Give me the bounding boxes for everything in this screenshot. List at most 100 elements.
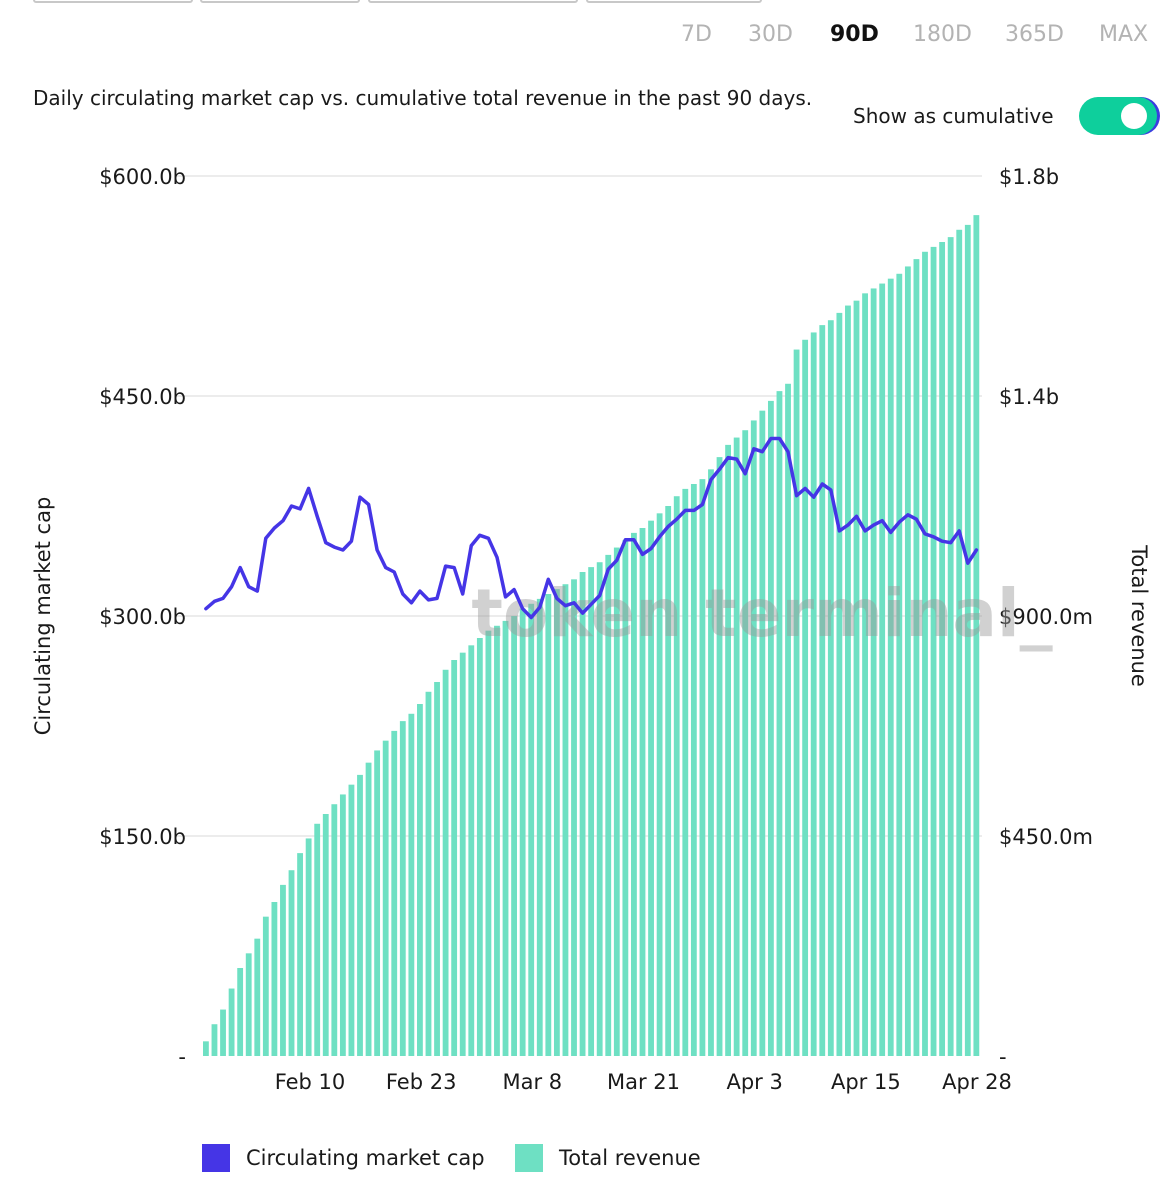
revenue-bar	[673, 496, 680, 1056]
legend-swatch-revenue	[515, 1144, 543, 1172]
x-tick-label: Apr 28	[942, 1070, 1012, 1094]
x-tick-label: Feb 10	[275, 1070, 346, 1094]
revenue-bar	[725, 444, 732, 1056]
x-tick-label: Mar 21	[607, 1070, 680, 1094]
top-tab-2[interactable]	[200, 0, 360, 3]
range-365d[interactable]: 365D	[1005, 22, 1064, 47]
revenue-bar	[459, 652, 466, 1056]
revenue-bar	[262, 916, 269, 1056]
revenue-bar	[528, 603, 535, 1056]
revenue-bar	[596, 562, 603, 1056]
revenue-bar	[519, 608, 526, 1056]
revenue-bar	[220, 1009, 226, 1056]
revenue-bar	[605, 554, 612, 1056]
revenue-bar	[562, 584, 569, 1056]
revenue-bar	[733, 437, 740, 1056]
revenue-bar	[802, 339, 809, 1056]
toggle-knob	[1121, 103, 1147, 129]
revenue-bar	[904, 266, 911, 1056]
revenue-bar	[930, 246, 937, 1056]
range-7d[interactable]: 7D	[681, 22, 712, 47]
revenue-bar	[887, 278, 894, 1057]
revenue-bar	[639, 528, 646, 1056]
revenue-bar	[425, 691, 432, 1056]
x-tick-label: Mar 8	[502, 1070, 562, 1094]
revenue-bar	[682, 488, 689, 1056]
market-cap-line	[204, 436, 979, 620]
revenue-bar	[399, 721, 406, 1056]
revenue-bar	[767, 400, 774, 1056]
revenue-bar	[305, 838, 312, 1056]
top-tab-3[interactable]	[368, 0, 578, 3]
revenue-bar	[776, 391, 783, 1057]
revenue-bar	[288, 870, 295, 1056]
revenue-bar	[511, 616, 517, 1056]
revenue-bar	[545, 594, 552, 1056]
revenue-bar	[862, 293, 868, 1056]
revenue-bar	[451, 660, 458, 1056]
revenue-bar	[613, 547, 620, 1056]
range-max[interactable]: MAX	[1099, 22, 1149, 47]
revenue-bar	[793, 349, 800, 1056]
revenue-bar	[665, 506, 672, 1056]
range-30d[interactable]: 30D	[748, 22, 793, 47]
watermark: token terminal_	[471, 575, 1052, 652]
revenue-bar	[716, 457, 723, 1057]
revenue-bar	[648, 520, 654, 1056]
revenue-bar	[939, 242, 946, 1056]
revenue-bar	[382, 740, 389, 1056]
revenue-bar	[476, 638, 483, 1056]
revenue-bar	[442, 669, 449, 1056]
revenue-bar	[571, 579, 577, 1056]
range-180d[interactable]: 180D	[913, 22, 972, 47]
y-right-tick-label: $1.8b	[999, 165, 1059, 189]
revenue-bar	[536, 598, 543, 1056]
y-left-axis-title: Circulating market cap	[31, 497, 55, 736]
range-90d[interactable]: 90D	[830, 22, 879, 47]
revenue-bar	[280, 884, 286, 1056]
revenue-bar	[690, 484, 697, 1056]
y-right-tick-label: $900.0m	[999, 605, 1093, 629]
revenue-bar	[631, 532, 637, 1056]
revenue-bar	[879, 283, 886, 1056]
revenue-bar	[322, 814, 329, 1056]
revenue-bar	[297, 853, 303, 1056]
top-tab-4[interactable]	[586, 0, 762, 3]
revenue-bar	[622, 540, 629, 1056]
revenue-bar	[819, 325, 826, 1057]
revenue-bar	[896, 273, 903, 1056]
revenue-bar	[853, 300, 860, 1057]
cumulative-toggle[interactable]	[1079, 97, 1157, 135]
y-left-tick-label: $150.0b	[99, 825, 186, 849]
revenue-bar	[708, 469, 714, 1056]
revenue-bar	[964, 224, 971, 1056]
revenue-bar	[810, 332, 817, 1056]
revenue-bar	[742, 430, 749, 1056]
revenue-bar	[348, 784, 355, 1056]
legend-revenue[interactable]: Total revenue	[515, 1144, 701, 1172]
revenue-bar	[922, 251, 928, 1056]
x-tick-label: Feb 23	[386, 1070, 457, 1094]
legend-swatch-market-cap	[202, 1144, 230, 1172]
y-right-axis-title: Total revenue	[1127, 544, 1151, 687]
top-tab-1[interactable]	[33, 0, 193, 3]
revenue-bar	[759, 410, 766, 1057]
revenue-bar	[271, 902, 278, 1056]
revenue-bar	[785, 383, 791, 1056]
revenue-bar	[331, 804, 338, 1056]
revenue-bar	[588, 567, 595, 1056]
y-right-tick-label: $450.0m	[999, 825, 1093, 849]
legend-market-cap[interactable]: Circulating market cap	[202, 1144, 485, 1172]
revenue-bar	[485, 630, 492, 1056]
revenue-bar	[956, 229, 963, 1056]
revenue-bar	[973, 215, 980, 1057]
revenue-bar	[468, 645, 475, 1056]
revenue-bar	[845, 305, 851, 1056]
revenue-bar	[228, 988, 235, 1056]
revenue-bar	[245, 953, 252, 1056]
revenue-bar	[374, 750, 381, 1056]
revenue-bar	[417, 704, 423, 1056]
y-left-tick-label: $300.0b	[99, 605, 186, 629]
revenue-bar	[947, 237, 954, 1057]
revenue-bar	[237, 968, 244, 1056]
